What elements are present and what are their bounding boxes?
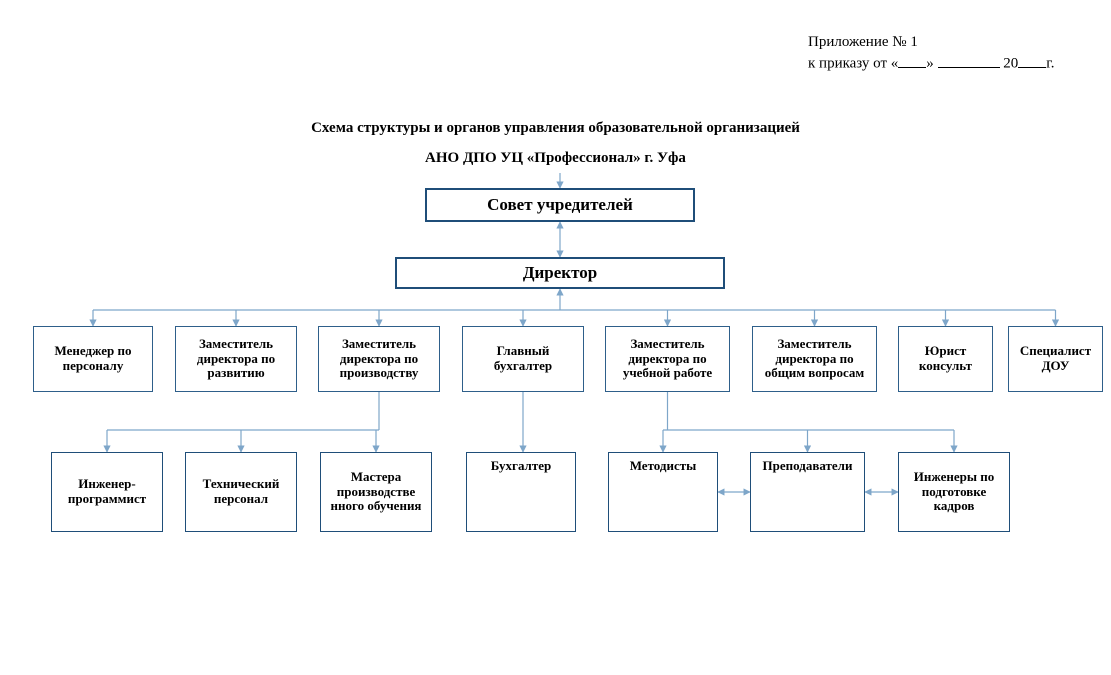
node-label-masters: Мастера производстве нного обучения: [321, 468, 431, 517]
node-accountant: Бухгалтер: [466, 452, 576, 532]
blank-year: [1018, 52, 1046, 67]
node-label-accountant: Бухгалтер: [487, 453, 555, 476]
page-title-line2: АНО ДПО УЦ «Профессионал» г. Уфа: [0, 150, 1111, 167]
org-chart-page: { "header": { "appendix_line1": "Приложе…: [0, 0, 1111, 675]
blank-day: [898, 52, 926, 67]
node-teachers: Преподаватели: [750, 452, 865, 532]
node-label-dep_prod: Заместитель директора по производству: [319, 335, 439, 384]
node-label-eng_train: Инженеры по подготовке кадров: [899, 468, 1009, 517]
node-label-method: Методисты: [626, 453, 701, 476]
node-dep_gen: Заместитель директора по общим вопросам: [752, 326, 877, 392]
appendix-line2: к приказу от «» 20г.: [808, 52, 1055, 74]
node-chief_acc: Главный бухгалтер: [462, 326, 584, 392]
node-mgr_hr: Менеджер по персоналу: [33, 326, 153, 392]
node-director: Директор: [395, 257, 725, 289]
node-tech_staff: Технический персонал: [185, 452, 297, 532]
node-label-lawyer: Юрист консульт: [899, 342, 992, 376]
node-method: Методисты: [608, 452, 718, 532]
node-label-teachers: Преподаватели: [759, 453, 857, 476]
node-label-council: Совет учредителей: [483, 193, 637, 217]
node-label-spec_dou: Специалист ДОУ: [1009, 342, 1102, 376]
node-spec_dou: Специалист ДОУ: [1008, 326, 1103, 392]
node-label-dep_gen: Заместитель директора по общим вопросам: [753, 335, 876, 384]
node-label-chief_acc: Главный бухгалтер: [463, 342, 583, 376]
node-eng_train: Инженеры по подготовке кадров: [898, 452, 1010, 532]
page-title-line1: Схема структуры и органов управления обр…: [0, 120, 1111, 137]
node-dep_dev: Заместитель директора по развитию: [175, 326, 297, 392]
node-eng_prog: Инженер-программист: [51, 452, 163, 532]
node-label-dep_dev: Заместитель директора по развитию: [176, 335, 296, 384]
node-masters: Мастера производстве нного обучения: [320, 452, 432, 532]
appendix-line1: Приложение № 1: [808, 32, 1055, 52]
node-label-mgr_hr: Менеджер по персоналу: [34, 342, 152, 376]
node-label-eng_prog: Инженер-программист: [52, 475, 162, 509]
node-label-dep_edu: Заместитель директора по учебной работе: [606, 335, 729, 384]
node-label-tech_staff: Технический персонал: [186, 475, 296, 509]
node-dep_prod: Заместитель директора по производству: [318, 326, 440, 392]
node-council: Совет учредителей: [425, 188, 695, 222]
node-dep_edu: Заместитель директора по учебной работе: [605, 326, 730, 392]
blank-month: [938, 52, 1000, 67]
appendix-block: Приложение № 1 к приказу от «» 20г.: [808, 32, 1055, 74]
node-label-director: Директор: [519, 261, 601, 285]
node-lawyer: Юрист консульт: [898, 326, 993, 392]
